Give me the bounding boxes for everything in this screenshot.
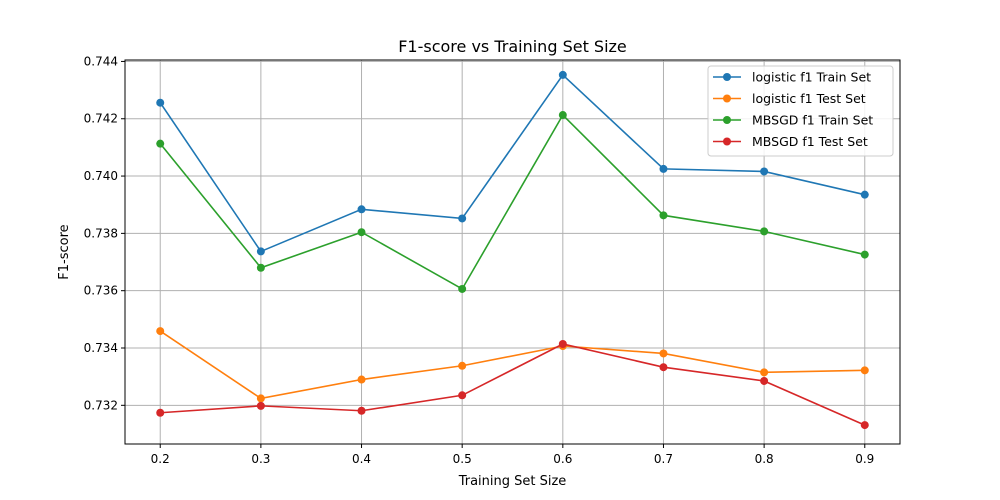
x-axis-label: Training Set Size [458,474,567,489]
legend-label: MBSGD f1 Test Set [752,134,868,149]
series-line [159,73,865,253]
series-line [159,330,865,400]
data-point [458,214,467,223]
y-tick-label: 0.732 [84,398,118,412]
y-tick-label: 0.736 [84,284,118,298]
data-point [860,421,869,430]
data-point [860,366,869,375]
x-tick-label: 0.5 [453,452,472,466]
y-tick-label: 0.734 [84,341,118,355]
data-point [256,401,265,410]
series-3 [156,339,869,430]
chart-title: F1-score vs Training Set Size [398,37,627,56]
legend-item: logistic f1 Train Set [713,70,871,85]
data-point [357,375,366,384]
legend: logistic f1 Train Set logistic f1 Test Se… [707,65,894,157]
x-tick-label: 0.7 [654,452,673,466]
y-tick-label: 0.738 [84,226,118,240]
x-tick-label: 0.6 [553,452,572,466]
x-tick-label: 0.2 [151,452,170,466]
data-point [458,391,467,400]
data-point [357,406,366,415]
data-point [659,164,668,173]
series-line [160,343,866,426]
y-axis-label: F1-score [57,224,72,279]
data-point [558,339,567,348]
series-2 [156,111,869,293]
series-0 [156,70,869,256]
series-lines [156,70,869,430]
data-point [357,228,366,237]
data-point [558,70,567,79]
legend-label: logistic f1 Train Set [752,70,871,85]
legend-swatch-marker [723,73,731,81]
x-tick-label: 0.8 [755,452,774,466]
data-point [760,376,769,385]
y-tick-label: 0.742 [84,112,118,126]
data-point [760,227,769,236]
legend-item: MBSGD f1 Train Set [713,113,873,128]
series-1 [156,327,869,403]
data-point [156,139,165,148]
data-point [558,111,567,120]
legend-item: MBSGD f1 Test Set [713,134,868,149]
data-point [760,368,769,377]
data-point [458,284,467,293]
data-point [659,349,668,358]
data-point [860,190,869,199]
data-point [156,98,165,107]
legend-box [707,65,894,157]
y-tick-label: 0.740 [84,169,118,183]
data-point [458,361,467,370]
legend-swatch-marker [723,137,731,146]
legend-swatch-marker [723,116,731,124]
legend-label: MBSGD f1 Train Set [752,113,873,128]
y-tick-label: 0.744 [84,54,118,68]
series-line [159,113,865,291]
legend-item: logistic f1 Test Set [713,91,866,106]
data-point [357,205,366,214]
x-tick-label: 0.3 [251,452,270,466]
data-point [256,263,265,272]
data-point [860,250,869,259]
x-tick-label: 0.4 [352,452,371,466]
data-point [156,327,165,336]
data-point [659,211,668,220]
legend-label: logistic f1 Test Set [752,91,866,106]
data-point [760,167,769,176]
plot-frame [124,59,901,445]
legend-swatch-marker [723,94,731,103]
axis-ticks: 0.2 0.3 0.4 0.5 0.6 0.7 0.8 0.9 0.732 0.734 0.736 0… [84,54,875,466]
data-point [256,247,265,256]
data-point [256,394,265,403]
x-tick-label: 0.9 [855,452,874,466]
data-point [659,363,668,372]
data-point [156,408,165,417]
